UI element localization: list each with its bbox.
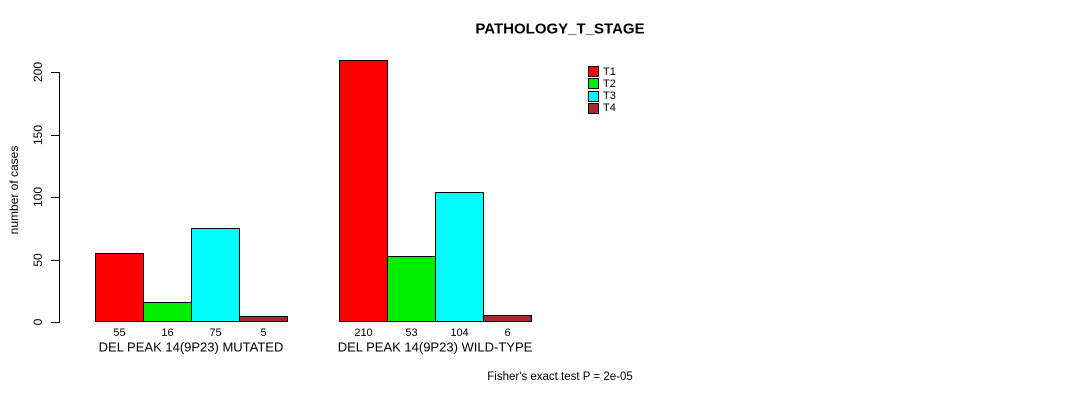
bar-value-label: 16 xyxy=(161,327,174,339)
bar-t3-group1 xyxy=(191,228,240,322)
y-tick-label: 100 xyxy=(31,186,45,208)
legend-swatch-t1 xyxy=(588,66,599,77)
bar-value-label: 210 xyxy=(354,327,373,339)
y-tick-label: 0 xyxy=(31,318,45,326)
y-tick-mark xyxy=(51,322,59,323)
bar-t1-group1 xyxy=(95,253,144,322)
legend-label-t1: T1 xyxy=(603,65,616,78)
bar-t4-group2 xyxy=(483,314,532,322)
bar-value-label: 75 xyxy=(209,327,222,339)
bar-value-label: 6 xyxy=(504,327,511,339)
y-axis-line xyxy=(59,72,60,323)
bar-t2-group2 xyxy=(387,255,436,322)
bar-value-label: 104 xyxy=(450,327,469,339)
chart-title: PATHOLOGY_T_STAGE xyxy=(475,20,645,38)
group-label: DEL PEAK 14(9P23) MUTATED xyxy=(98,339,284,355)
legend-swatch-t3 xyxy=(588,90,599,102)
y-tick-mark xyxy=(51,197,59,198)
bar-t4-group1 xyxy=(239,315,288,322)
legend-label-t2: T2 xyxy=(603,77,616,90)
bar-t3-group2 xyxy=(435,192,484,322)
y-tick-mark xyxy=(51,72,59,73)
legend-label-t4: T4 xyxy=(603,102,616,115)
y-tick-mark xyxy=(51,259,59,261)
y-tick-label: 200 xyxy=(31,61,45,83)
legend-label-t3: T3 xyxy=(603,90,616,103)
legend-swatch-t2 xyxy=(588,78,599,90)
group-label: DEL PEAK 14(9P23) WILD-TYPE xyxy=(337,339,533,355)
legend-swatch-t4 xyxy=(588,102,599,114)
bar-value-label: 53 xyxy=(405,327,418,339)
bar-t2-group1 xyxy=(143,302,192,322)
bar-value-label: 55 xyxy=(113,327,126,339)
y-tick-mark xyxy=(51,134,59,136)
y-tick-label: 50 xyxy=(31,252,45,267)
y-tick-label: 150 xyxy=(31,124,45,145)
bar-t1-group2 xyxy=(339,59,388,322)
y-axis-title: number of cases xyxy=(7,145,21,235)
stat-test-note: Fisher's exact test P = 2e-05 xyxy=(487,371,633,383)
bar-value-label: 5 xyxy=(260,327,267,339)
